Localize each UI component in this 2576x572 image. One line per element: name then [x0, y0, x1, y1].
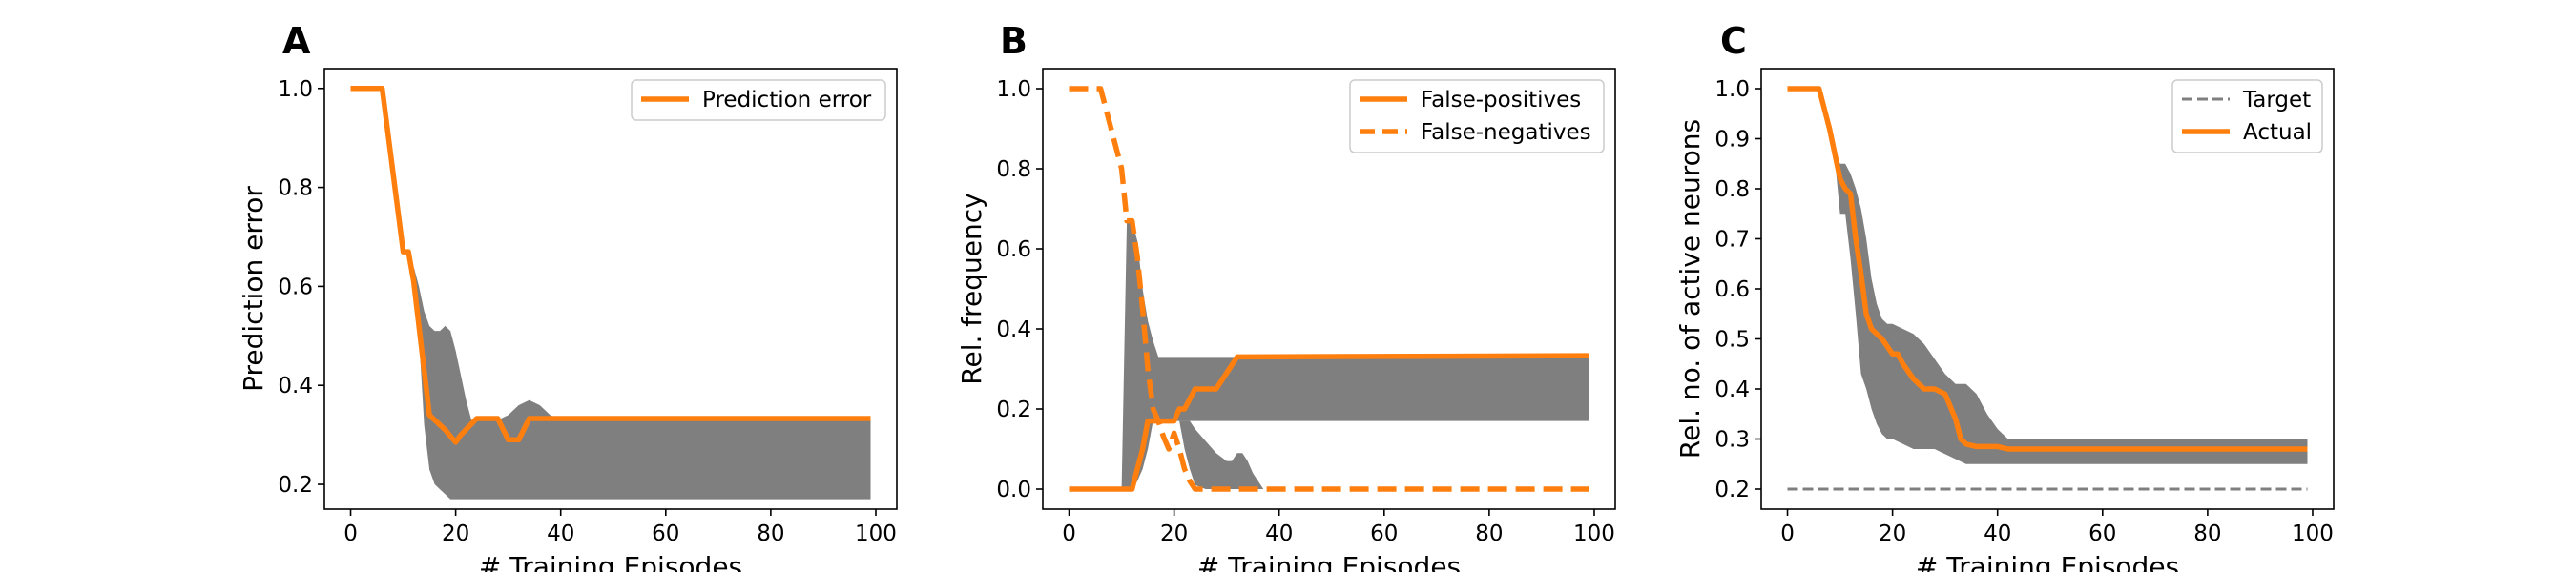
- y-tick-label: 0.8: [996, 157, 1031, 182]
- y-tick-label: 0.6: [278, 275, 313, 299]
- y-tick-label: 1.0: [1714, 77, 1750, 102]
- legend-box: [2171, 79, 2323, 153]
- x-tick-label: 100: [2292, 521, 2334, 546]
- legend: Target Actual: [2171, 79, 2323, 153]
- x-tick-label: 20: [442, 521, 469, 546]
- legend-label: Actual: [2243, 120, 2312, 145]
- x-tick-label: 80: [1475, 521, 1503, 546]
- x-tick-label: 20: [1879, 521, 1906, 546]
- panel-letter: B: [1000, 20, 1028, 62]
- panel-letter: C: [1720, 20, 1747, 62]
- x-tick-label: 60: [652, 521, 679, 546]
- panel-b: B 0 20 40 60 80 100 0.0 0.2 0.4 0.6 0.8 1.0 # Trainin…: [956, 20, 1616, 572]
- y-tick-label: 1.0: [996, 77, 1031, 102]
- confidence-band: [350, 88, 871, 500]
- y-tick-label: 0.5: [1714, 328, 1750, 353]
- x-tick-label: 100: [1573, 521, 1615, 546]
- panel-letter: A: [282, 20, 311, 62]
- y-tick-label: 0.2: [278, 473, 313, 498]
- x-tick-label: 0: [1780, 521, 1795, 546]
- y-tick-label: 0.9: [1714, 128, 1750, 153]
- y-tick-label: 0.8: [1714, 177, 1750, 202]
- x-axis-label: # Training Episodes: [1916, 551, 2179, 572]
- y-axis-label: Rel. no. of active neurons: [1674, 119, 1706, 459]
- series-line-prediction-error: [350, 86, 871, 445]
- x-tick-label: 80: [757, 521, 784, 546]
- x-tick-label: 40: [1984, 521, 2011, 546]
- legend: Prediction error: [631, 79, 886, 121]
- x-axis-label: # Training Episodes: [479, 551, 742, 572]
- y-tick-label: 0.6: [996, 237, 1031, 262]
- y-tick-label: 0.4: [996, 317, 1031, 342]
- x-axis-label: # Training Episodes: [1197, 551, 1461, 572]
- y-tick-label: 0.4: [278, 374, 313, 398]
- y-tick-label: 0.8: [278, 176, 313, 201]
- y-tick-label: 0.2: [1714, 478, 1750, 502]
- x-tick-label: 0: [1062, 521, 1076, 546]
- x-tick-label: 80: [2193, 521, 2221, 546]
- legend-label: Target: [2242, 88, 2311, 112]
- x-tick-label: 60: [2088, 521, 2116, 546]
- series-line-false-positives: [1069, 353, 1589, 492]
- legend-label: False-positives: [1421, 88, 1581, 112]
- legend: False-positives False-negatives: [1349, 79, 1605, 153]
- panel-a: A 0 20 40 60 80 100 0.2 0.4 0.6 0.8 1.0 # Training E…: [238, 20, 898, 572]
- axes-frame: [1042, 68, 1616, 510]
- confidence-band: [1787, 89, 2308, 464]
- y-tick-label: 0.3: [1714, 428, 1750, 453]
- legend-box: [631, 79, 886, 121]
- y-tick-label: 0.0: [996, 478, 1031, 502]
- x-tick-label: 20: [1160, 521, 1188, 546]
- axes-frame: [323, 68, 898, 510]
- y-axis-label: Rel. frequency: [956, 193, 987, 384]
- y-tick-label: 0.2: [996, 398, 1031, 422]
- legend-box: [1349, 79, 1605, 153]
- y-tick-label: 0.4: [1714, 378, 1750, 402]
- y-tick-label: 0.7: [1714, 228, 1750, 253]
- x-tick-label: 40: [547, 521, 574, 546]
- y-tick-label: 1.0: [278, 77, 313, 102]
- x-tick-label: 0: [343, 521, 358, 546]
- panel-c: C 0 20 40 60 80 100 0.2 0.3 0.4 0.5 0.6 0.7 0.8 0.9 1.0…: [1674, 20, 2335, 572]
- y-axis-label: Prediction error: [238, 186, 269, 392]
- confidence-band: [1179, 420, 1264, 489]
- y-tick-label: 0.6: [1714, 277, 1750, 302]
- legend-label: Prediction error: [702, 88, 872, 112]
- series-line-false-negatives: [1069, 86, 1589, 492]
- x-tick-label: 60: [1370, 521, 1398, 546]
- x-tick-label: 40: [1265, 521, 1293, 546]
- series-line-actual: [1787, 86, 2308, 452]
- x-tick-label: 100: [855, 521, 897, 546]
- legend-label: False-negatives: [1421, 120, 1591, 145]
